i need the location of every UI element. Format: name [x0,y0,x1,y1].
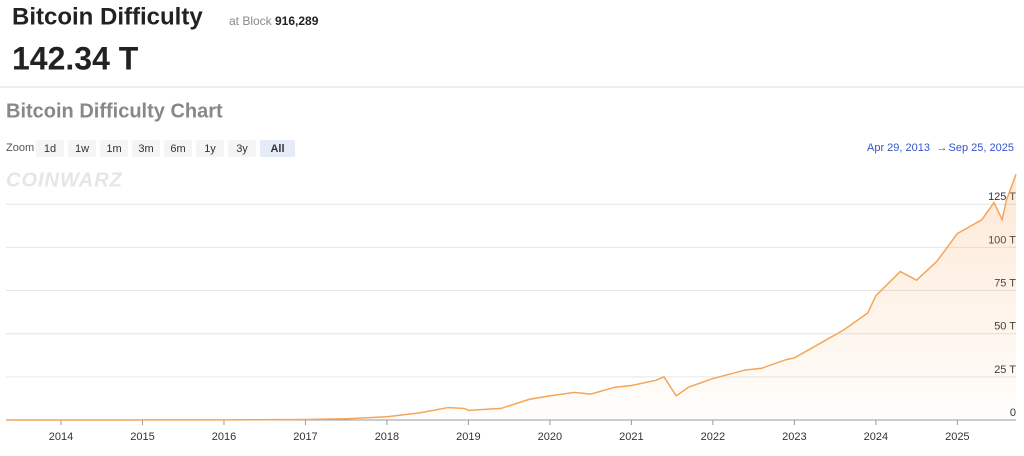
zoom-button[interactable] [196,140,224,157]
zoom-button[interactable] [164,140,192,157]
range-from: Apr 29, 2013 [867,142,930,154]
x-tick-label: 2016 [212,431,236,443]
block-prefix: at Block [229,14,273,28]
x-tick-label: 2024 [864,431,888,443]
x-tick-label: 2021 [619,431,643,443]
range-to: Sep 25, 2025 [949,142,1014,154]
zoom-button-label[interactable]: 1y [204,143,216,155]
page-title: Bitcoin Difficulty [12,3,203,30]
x-tick-label: 2014 [49,431,73,443]
zoom-button[interactable] [100,140,128,157]
block-number: 916,289 [275,14,319,28]
x-tick-label: 2020 [538,431,562,443]
zoom-button[interactable] [36,140,64,157]
x-tick-label: 2015 [130,431,154,443]
x-tick-label: 2018 [375,431,399,443]
x-tick-label: 2019 [456,431,480,443]
zoom-button[interactable] [68,140,96,157]
zoom-button-label[interactable]: 3m [138,143,153,155]
current-difficulty: 142.34 T [12,40,139,76]
zoom-button[interactable] [132,140,160,157]
zoom-label: Zoom [6,142,34,154]
x-tick-label: 2017 [293,431,317,443]
zoom-button-label[interactable]: All [270,143,284,155]
range-arrow: → [937,142,948,154]
zoom-button-label[interactable]: 1m [106,143,121,155]
zoom-button[interactable] [260,140,295,157]
difficulty-line [6,174,1017,421]
zoom-button-label[interactable]: 1d [44,143,56,155]
zoom-button[interactable] [228,140,256,157]
zoom-button-label[interactable]: 6m [170,143,185,155]
x-tick-label: 2023 [782,431,806,443]
area-fill [6,174,1017,420]
x-tick-label: 2022 [701,431,725,443]
zoom-button-label[interactable]: 3y [236,143,248,155]
chart-title: Bitcoin Difficulty Chart [6,100,223,122]
zoom-button-label[interactable]: 1w [75,143,89,155]
watermark: COINWARZ [6,169,123,191]
x-tick-label: 2025 [945,431,969,443]
